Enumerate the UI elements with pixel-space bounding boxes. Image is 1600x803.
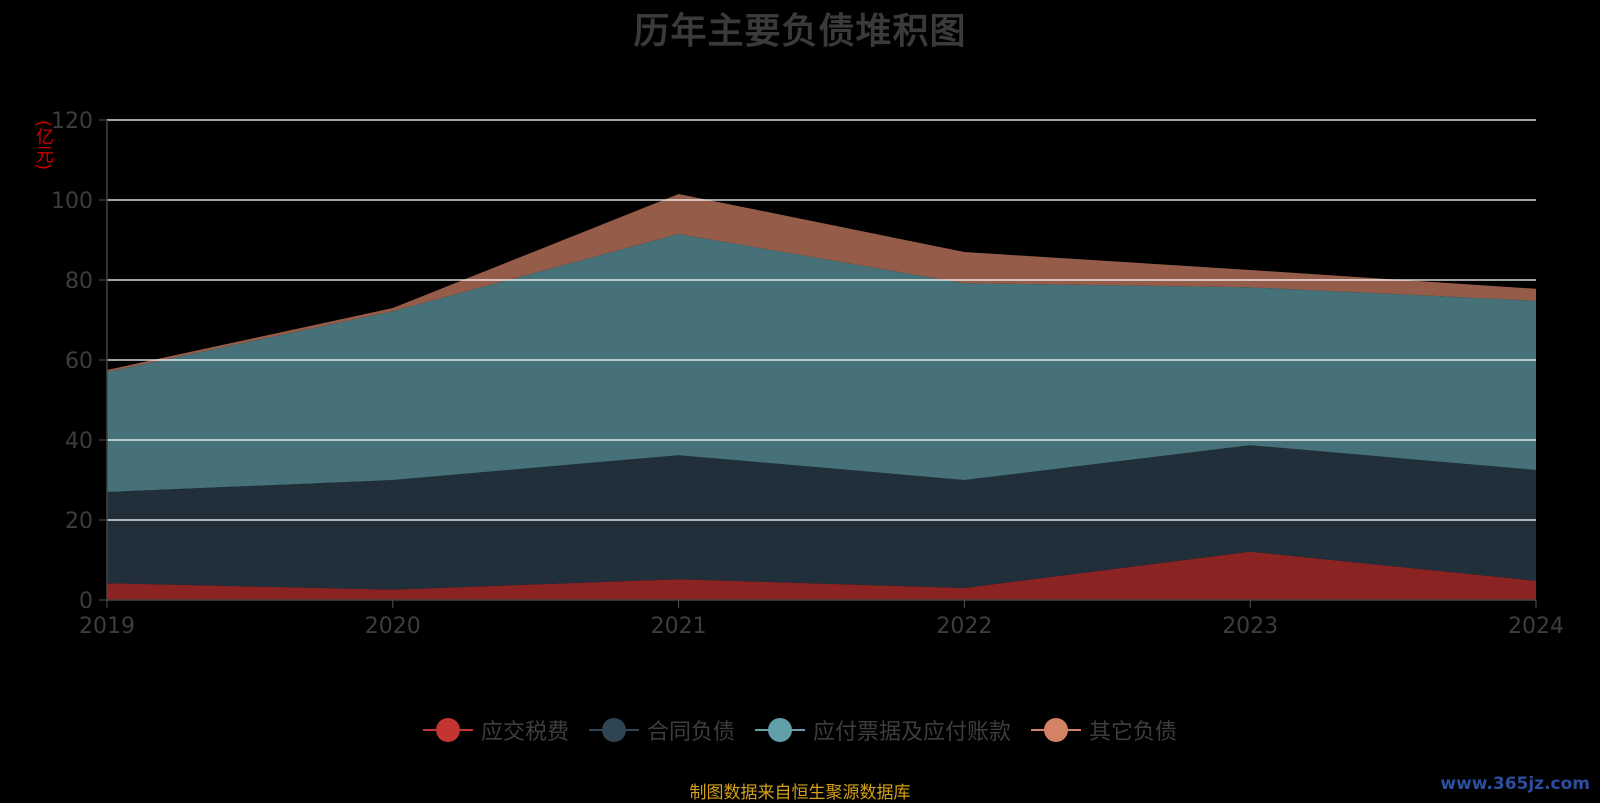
watermark: www.365jz.com [1440, 774, 1590, 794]
x-tick-label: 2024 [1508, 614, 1564, 639]
x-tick-label: 2019 [79, 614, 135, 639]
chart-title: 历年主要负债堆积图 [633, 11, 967, 52]
y-axis-unit-label: (亿元) [33, 120, 54, 171]
y-tick-label: 40 [65, 429, 93, 454]
legend-item-4[interactable]: 其它负债 [1031, 714, 1177, 746]
legend-item-2[interactable]: 合同负债 [588, 714, 735, 746]
legend-item-1[interactable]: 应交税费 [422, 714, 569, 746]
y-tick-label: 120 [51, 109, 93, 134]
x-tick-label: 2022 [936, 614, 992, 639]
legend-label: 其它负债 [1089, 720, 1178, 745]
y-tick-label: 20 [65, 509, 93, 534]
y-tick-label: 100 [51, 189, 93, 214]
data-source-note: 制图数据来自恒生聚源数据库 [689, 783, 911, 803]
legend-marker-icon [755, 718, 805, 742]
area-series-1[interactable] [107, 551, 1536, 600]
x-tick-label: 2021 [651, 614, 707, 639]
y-tick-label: 80 [65, 269, 93, 294]
legend-label: 应交税费 [480, 720, 569, 745]
legend-label: 应付票据及应付账款 [813, 720, 1012, 745]
area-series-4[interactable] [107, 194, 1536, 372]
x-tick-label: 2023 [1222, 614, 1278, 639]
legend-item-3[interactable]: 应付票据及应付账款 [755, 714, 1011, 746]
y-tick-label: 60 [65, 349, 93, 374]
legend-label: 合同负债 [646, 720, 735, 745]
y-tick-label: 0 [79, 589, 93, 614]
chart-legend[interactable]: 应交税费 合同负债 应付票据及应付账款 其它负债 [0, 714, 1600, 746]
area-series-2[interactable] [107, 445, 1536, 590]
x-tick-label: 2020 [365, 614, 421, 639]
legend-marker-icon [422, 718, 473, 742]
area-series-3[interactable] [107, 234, 1536, 492]
legend-marker-icon [1031, 718, 1082, 742]
legend-marker-icon [588, 718, 639, 742]
